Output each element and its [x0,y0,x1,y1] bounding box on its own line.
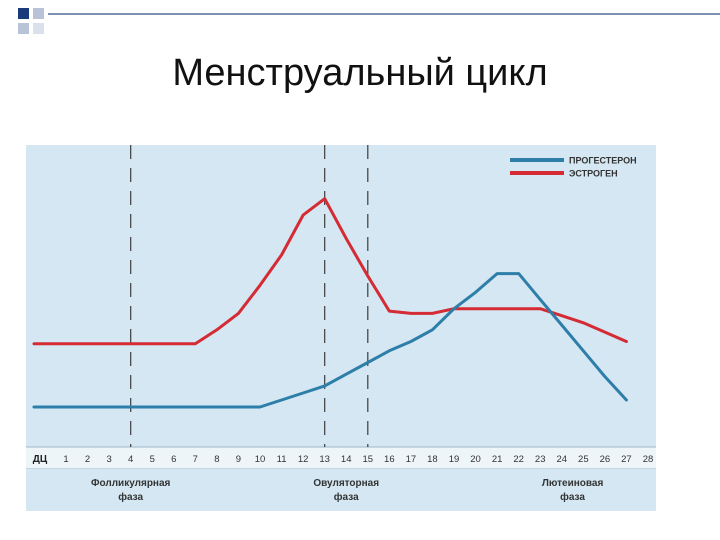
x-tick-label-19: 19 [449,454,460,465]
x-tick-label-5: 5 [150,454,155,465]
x-tick-label-10: 10 [255,454,266,465]
x-tick-label-17: 17 [406,454,417,465]
x-tick-label-4: 4 [128,454,133,465]
x-tick-label-3: 3 [106,454,111,465]
x-tick-label-1: 1 [63,454,68,465]
x-tick-label-9: 9 [236,454,241,465]
x-tick-label-11: 11 [277,454,287,465]
x-tick-label-26: 26 [600,454,611,465]
x-tick-label-12: 12 [298,454,309,465]
x-tick-label-22: 22 [513,454,524,465]
phase-label-3: Лютеиновая фаза [542,478,604,503]
x-tick-label-27: 27 [621,454,632,465]
header-rule [48,13,720,15]
x-tick-label-7: 7 [193,454,198,465]
corner-square-3 [18,23,29,34]
x-tick-label-18: 18 [427,454,438,465]
x-tick-label-20: 20 [470,454,481,465]
corner-square-4 [33,23,44,34]
x-axis-label: ДЦ [33,454,48,465]
corner-square-1 [18,8,29,19]
x-tick-label-14: 14 [341,454,352,465]
x-tick-label-16: 16 [384,454,395,465]
axis-strip [26,447,656,469]
page-title: Менструальный цикл [172,52,548,94]
series-line-progesterone [32,272,628,409]
x-tick-label-6: 6 [171,454,176,465]
phase-label-2: Овуляторная фаза [313,478,379,503]
x-tick-label-8: 8 [214,454,219,465]
x-tick-label-24: 24 [556,454,567,465]
plot-background [26,145,656,447]
phase-strip [26,469,656,511]
x-tick-label-21: 21 [492,454,503,465]
phase-label-1: Фолликулярная фаза [91,478,171,503]
legend-label-estrogen: ЭСТРОГЕН [569,169,618,179]
x-tick-label-15: 15 [362,454,373,465]
hormone-chart: ПРОГЕСТЕРОН ЭСТРОГЕН ДЦ 1 2 3 4 5 6 7 8 9 10 11 12 13 14… [26,145,656,511]
x-tick-label-28: 28 [643,454,654,465]
corner-square-2 [33,8,44,19]
x-tick-label-2: 2 [85,454,90,465]
x-tick-label-23: 23 [535,454,546,465]
series-line-estrogen [32,197,628,346]
x-tick-label-25: 25 [578,454,589,465]
legend-label-progesterone: ПРОГЕСТЕРОН [569,156,637,166]
x-tick-label-13: 13 [319,454,330,465]
